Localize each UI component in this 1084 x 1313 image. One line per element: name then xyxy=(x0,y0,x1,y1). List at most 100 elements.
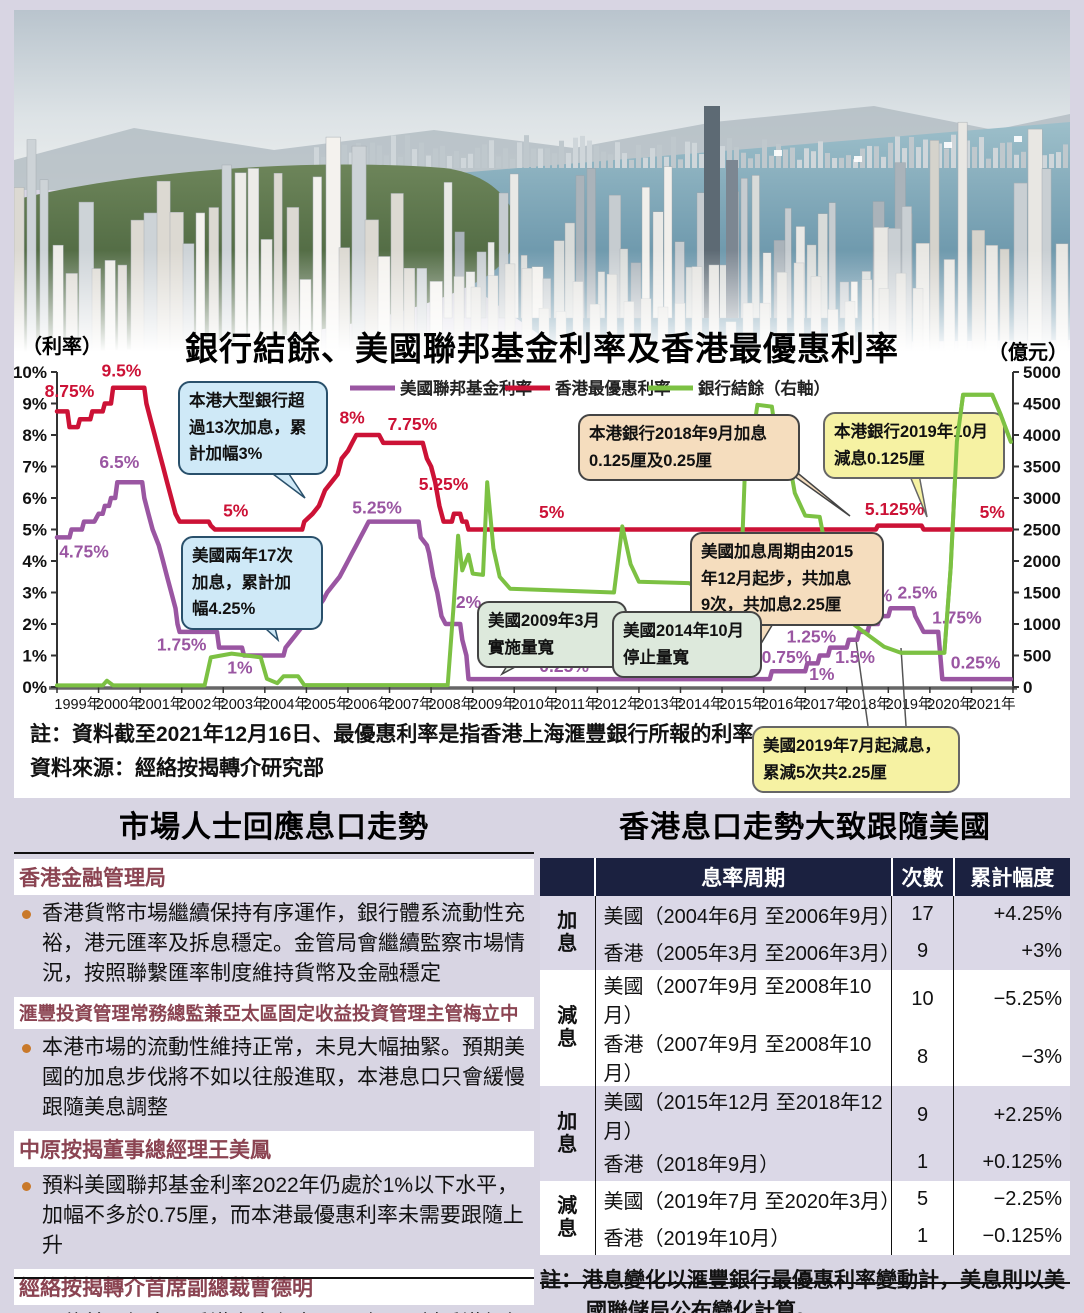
x-axis-tick: 2007年 xyxy=(387,696,434,713)
x-axis-tick: 2021年 xyxy=(969,696,1016,713)
times-cell: 9 xyxy=(891,1086,954,1144)
x-axis-tick: 2003年 xyxy=(221,696,268,713)
change-cell: −0.125% xyxy=(982,1225,1062,1247)
right-axis-tick: 2000 xyxy=(1023,552,1061,571)
legend-item: 美國聯邦基金利率 xyxy=(400,378,532,398)
speaker-name: 經絡按揭轉介首席副總裁曹德明 xyxy=(14,1269,534,1305)
times-cell: 5 xyxy=(891,1181,954,1218)
market-reactions-section: 市場人士回應息口走勢 香港金融管理局 香港貨幣市場繼續保持有序運作，銀行體系流動性… xyxy=(14,802,534,1313)
quote-point: 香港貨幣市場繼續保持有序運作，銀行體系流動性充裕，港元匯率及拆息穩定。金管局會繼… xyxy=(14,897,534,992)
cycle-type-cell: 加息 xyxy=(540,896,596,970)
series-line-1 xyxy=(54,385,1014,532)
left-axis-tick: 4% xyxy=(22,552,47,571)
right-axis-tick: 1500 xyxy=(1023,584,1061,603)
chart-source: 資料來源：經絡按揭轉介研究部 xyxy=(30,757,324,780)
chart-callout-6: 美國2014年10月 停止量寬 xyxy=(612,611,762,679)
speaker-name: 香港金融管理局 xyxy=(14,859,534,895)
chart-callout-0: 本港大型銀行超 過13次加息，累 計加幅3% xyxy=(178,381,328,476)
period-cell: 美國（2015年12月 至2018年12月） xyxy=(595,1086,892,1144)
chart-callout-4: 美國加息周期由2015 年12月起步，共加息 9次，共加息2.25厘 xyxy=(690,532,884,627)
change-cell: −2.25% xyxy=(993,1188,1062,1210)
speaker-name: 滙豐投資管理常務總監兼亞太區固定收益投資管理主管梅立中 xyxy=(14,997,534,1029)
value-label: 0.75% xyxy=(762,647,812,667)
times-cell: 10 xyxy=(891,970,954,1028)
value-label: 8.75% xyxy=(45,381,95,401)
table-header: 次數 xyxy=(890,858,954,896)
left-axis-tick: 2% xyxy=(22,615,47,634)
x-axis-tick: 2006年 xyxy=(345,696,392,713)
period-cell: 香港（2007年9月 至2008年10月） xyxy=(595,1028,892,1086)
chart-callout-5: 美國2009年3月 實施量寬 xyxy=(477,601,627,669)
x-axis-tick: 2004年 xyxy=(262,696,309,713)
times-cell: 8 xyxy=(891,1028,954,1086)
x-axis-tick: 2002年 xyxy=(179,696,226,713)
value-label: 1.5% xyxy=(835,647,875,667)
x-axis-tick: 2018年 xyxy=(844,696,891,713)
value-label: 5.25% xyxy=(352,497,402,517)
left-axis-tick: 1% xyxy=(22,647,47,666)
x-axis-tick: 2009年 xyxy=(470,696,517,713)
x-axis-tick: 2001年 xyxy=(138,696,185,713)
right-axis-tick: 1000 xyxy=(1023,615,1061,634)
value-label: 5% xyxy=(223,501,249,521)
x-axis-tick: 2013年 xyxy=(636,696,683,713)
times-cell: 1 xyxy=(891,1218,954,1255)
x-axis-tick: 2005年 xyxy=(304,696,351,713)
market-reactions-title: 市場人士回應息口走勢 xyxy=(119,811,429,844)
left-axis-tick: 8% xyxy=(22,426,47,445)
hong-kong-harbour-aerial-photo xyxy=(14,10,1070,352)
table-row: 減息 美國（2019年7月 至2020年3月） 5 −2.25% xyxy=(540,1181,1070,1255)
left-axis-tick: 7% xyxy=(22,458,47,477)
value-label: 0.25% xyxy=(951,652,1001,672)
left-axis-tick: 6% xyxy=(22,489,47,508)
left-axis-tick: 5% xyxy=(22,521,47,540)
chart-callout-7: 美國2019年7月起減息， 累減5次共2.25厘 xyxy=(752,726,960,794)
left-axis-tick: 0% xyxy=(22,678,47,697)
rate-cycles-table: 息率周期 次數 累計幅度 加息 美國（2004年6月 至2006年9月） 17 +4.25%… xyxy=(540,858,1070,1255)
value-label: 6.5% xyxy=(99,452,139,472)
table-row: 香港（2018年9月） 1 +0.125% xyxy=(540,1144,1070,1181)
period-cell: 美國（2019年7月 至2020年3月） xyxy=(595,1181,900,1218)
table-note: 註：港息變化以滙豐銀行最優惠利率變動計，美息則以美國聯儲局公布變化計算。 xyxy=(540,1269,1065,1313)
change-cell: −3% xyxy=(1021,1045,1062,1068)
table-row: 減息 美國（2007年9月 至2008年10月） 10 −5.25% xyxy=(540,970,1070,1086)
x-axis-tick: 2020年 xyxy=(927,696,974,713)
times-cell: 17 xyxy=(891,896,954,933)
divider xyxy=(14,852,534,854)
quote-point: 即使美國加息，香港亦未必立即跟隨。預料香港銀行體系結餘回落至1000億元附近水平… xyxy=(14,1307,534,1313)
value-label: 2.5% xyxy=(897,583,937,603)
chart-callout-1: 美國兩年17次 加息，累計加 幅4.25% xyxy=(181,536,323,631)
table-header: 息率周期 xyxy=(594,858,892,896)
right-axis-tick: 2500 xyxy=(1023,521,1061,540)
left-axis-unit-label: （利率） xyxy=(22,336,102,358)
market-reactions-list: 香港金融管理局 香港貨幣市場繼續保持有序運作，銀行體系流動性充裕，港元匯率及拆息穩… xyxy=(14,859,534,1313)
value-label: 1% xyxy=(809,664,835,684)
x-axis-tick: 2011年 xyxy=(554,696,600,713)
x-axis-tick: 2000年 xyxy=(96,696,143,713)
right-axis-unit-label: （億元） xyxy=(988,342,1068,364)
rate-cycles-section: 香港息口走勢大致跟隨美國 息率周期 次數 累計幅度 加息 美國（2004年6月 至200… xyxy=(540,802,1070,1313)
x-axis-tick: 1999年 xyxy=(54,696,101,713)
value-label: 5.125% xyxy=(865,499,925,519)
times-cell: 1 xyxy=(891,1144,954,1181)
x-axis-tick: 2014年 xyxy=(678,696,725,713)
right-axis-tick: 3500 xyxy=(1023,458,1061,477)
speaker-name: 中原按揭董事總經理王美鳳 xyxy=(14,1131,534,1167)
period-cell: 美國（2004年6月 至2006年9月） xyxy=(595,896,900,933)
bottom-rule-left xyxy=(14,1277,534,1279)
table-row: 加息 美國（2015年12月 至2018年12月） 9 +2.25% xyxy=(540,1086,1070,1181)
period-cell: 香港（2005年3月 至2006年3月） xyxy=(595,933,900,970)
chart-note: 註：資料截至2021年12月16日、最優惠利率是指香港上海滙豐銀行所報的利率 xyxy=(30,723,754,746)
change-cell: +2.25% xyxy=(993,1103,1062,1126)
right-axis-tick: 4000 xyxy=(1023,426,1061,445)
right-axis-tick: 500 xyxy=(1023,647,1051,666)
value-label: 2% xyxy=(456,592,482,612)
x-axis-tick: 2010年 xyxy=(512,696,559,713)
x-axis-tick: 2015年 xyxy=(719,696,766,713)
x-axis-tick: 2019年 xyxy=(886,696,933,713)
table-row: 香港（2007年9月 至2008年10月） 8 −3% xyxy=(540,1028,1070,1086)
value-label: 1.75% xyxy=(157,634,207,654)
chart-callout-2: 本港銀行2018年9月加息 0.125厘及0.25厘 xyxy=(578,414,800,482)
period-cell: 香港（2018年9月） xyxy=(595,1144,892,1181)
